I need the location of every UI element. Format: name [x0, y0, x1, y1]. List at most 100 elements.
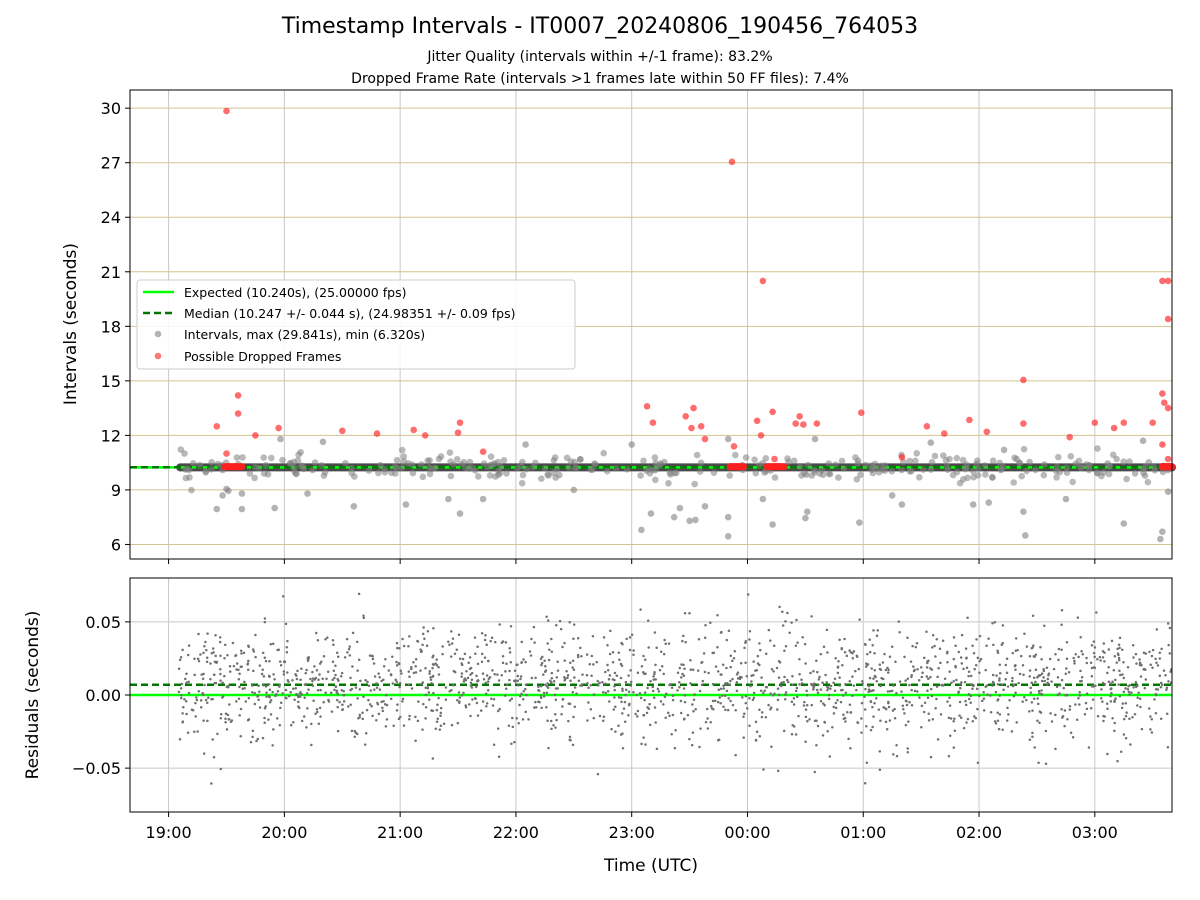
interval-point [835, 474, 842, 481]
residual-point [432, 691, 435, 695]
residual-point [219, 716, 223, 720]
residual-point [890, 645, 894, 648]
residual-point [281, 595, 285, 598]
residual-point [776, 698, 780, 702]
residual-point [362, 616, 366, 620]
residual-point [340, 671, 344, 675]
bottom-y-tick-label-0: −0.05 [72, 759, 121, 778]
residual-point [1156, 664, 1160, 667]
residual-point [576, 655, 580, 659]
residual-point [795, 618, 798, 622]
residual-point [782, 680, 785, 684]
residual-point [719, 702, 722, 705]
residual-point [313, 665, 316, 668]
residual-point [643, 691, 647, 694]
residual-point [581, 684, 584, 687]
residual-point [709, 621, 712, 625]
residual-point [1124, 687, 1127, 690]
residual-point [545, 705, 548, 709]
interval-point [989, 474, 996, 481]
residual-point [183, 697, 186, 701]
residual-point [676, 689, 679, 692]
residual-point [515, 663, 518, 667]
residual-point [996, 651, 1000, 654]
residual-point [1042, 667, 1045, 671]
residual-point [254, 655, 257, 659]
residual-point [265, 695, 268, 698]
residual-point [870, 667, 873, 670]
residual-point [480, 652, 484, 656]
residual-point [652, 696, 656, 700]
residual-point [1113, 655, 1117, 658]
residual-point [237, 668, 240, 672]
residual-point [219, 654, 222, 658]
interval-point [1076, 463, 1083, 470]
residual-point [882, 706, 885, 709]
residual-point [628, 648, 632, 652]
residual-point [452, 684, 455, 687]
residual-point [247, 718, 251, 721]
residual-point [1165, 712, 1169, 715]
residual-point [334, 664, 337, 667]
residual-point [804, 740, 807, 743]
interval-point [377, 461, 384, 469]
residual-point [264, 659, 268, 663]
residual-point [461, 657, 465, 661]
residual-point [621, 687, 624, 691]
residual-point [585, 653, 589, 656]
residual-point [958, 714, 961, 717]
interval-outlier-11 [445, 495, 452, 503]
residual-point [278, 724, 282, 727]
residual-point [1138, 658, 1141, 661]
residual-point [640, 664, 644, 668]
residual-point [786, 680, 790, 684]
residual-point [383, 703, 387, 706]
residual-point [1054, 713, 1057, 717]
residual-point [863, 642, 867, 646]
residual-point [803, 700, 806, 704]
residual-point [842, 713, 845, 717]
residual-point [1036, 702, 1040, 706]
interval-point [311, 459, 319, 466]
residual-point [307, 688, 310, 691]
residual-point [572, 715, 575, 719]
residual-point [357, 658, 361, 661]
residual-point [943, 677, 947, 680]
residual-point [905, 703, 909, 707]
residual-point [500, 641, 504, 645]
residual-point [497, 679, 501, 682]
residual-point [550, 727, 553, 731]
residual-point [596, 772, 600, 776]
bottom-y-tick-label-2: 0.05 [85, 613, 121, 632]
residual-point [341, 703, 344, 706]
residual-point [1101, 656, 1105, 659]
residual-point [884, 668, 888, 672]
residual-point [1032, 655, 1036, 658]
residual-point [624, 688, 628, 691]
residual-point [1125, 711, 1128, 714]
residual-point [714, 699, 717, 703]
interval-point [183, 465, 191, 473]
residual-point [790, 621, 793, 624]
residual-point [974, 716, 978, 720]
residual-point [985, 644, 988, 648]
residual-point [1121, 673, 1124, 676]
residual-point [966, 616, 969, 619]
residual-point [476, 714, 480, 717]
interval-point [953, 454, 961, 462]
residual-point [550, 676, 554, 680]
residual-point [663, 695, 667, 699]
residual-point [286, 678, 290, 682]
residual-point [538, 689, 541, 693]
residual-point [1120, 706, 1124, 710]
residual-point [187, 680, 190, 684]
residual-point [343, 656, 347, 659]
residual-point [456, 721, 460, 725]
residual-point [269, 698, 273, 702]
residual-point [566, 676, 569, 680]
residual-point [743, 646, 746, 650]
interval-point [862, 461, 869, 469]
legend-expected-label: Expected (10.240s), (25.00000 fps) [184, 285, 406, 300]
interval-point [177, 446, 185, 453]
residual-point [641, 671, 645, 674]
